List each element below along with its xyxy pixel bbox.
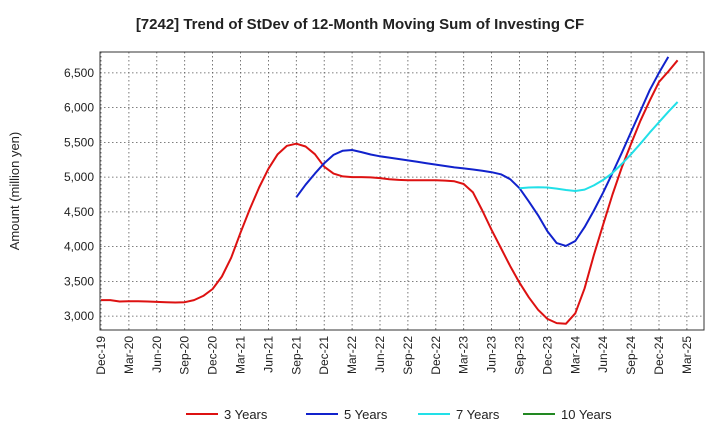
series-line-3-years — [101, 59, 679, 325]
x-tick-label: Dec-22 — [429, 336, 443, 375]
legend-label: 3 Years — [224, 407, 268, 422]
x-tick-label: Dec-21 — [317, 336, 331, 375]
x-tick-label: Sep-23 — [513, 336, 527, 375]
x-tick-label: Dec-20 — [206, 336, 220, 375]
x-tick-label: Sep-24 — [624, 336, 638, 375]
y-tick-label: 3,000 — [64, 309, 94, 323]
x-tick-label: Mar-21 — [234, 336, 248, 374]
x-tick-label: Jun-20 — [150, 336, 164, 373]
chart-title: [7242] Trend of StDev of 12-Month Moving… — [136, 16, 584, 33]
y-tick-label: 6,000 — [64, 101, 94, 115]
y-tick-label: 4,000 — [64, 240, 94, 254]
grid — [100, 52, 704, 330]
x-tick-label: Mar-22 — [345, 336, 359, 374]
legend-label: 10 Years — [561, 407, 612, 422]
y-tick-label: 6,500 — [64, 66, 94, 80]
x-tick-label: Mar-23 — [457, 336, 471, 374]
legend-label: 5 Years — [344, 407, 388, 422]
plot-frame — [99, 51, 705, 331]
legend-label: 7 Years — [456, 407, 500, 422]
x-tick-label: Dec-24 — [652, 336, 666, 375]
y-tick-label: 4,500 — [64, 205, 94, 219]
x-tick-label: Mar-24 — [568, 336, 582, 374]
x-tick-label: Mar-20 — [122, 336, 136, 374]
y-tick-label: 3,500 — [64, 274, 94, 288]
y-tick-label: 5,500 — [64, 135, 94, 149]
x-tick-label: Jun-23 — [485, 336, 499, 373]
series-line-5-years — [295, 56, 670, 247]
series-line-7-years — [519, 101, 679, 192]
x-tick-label: Jun-21 — [261, 336, 275, 373]
x-tick-label: Sep-20 — [178, 336, 192, 375]
x-tick-label: Sep-22 — [401, 336, 415, 375]
x-tick-label: Dec-19 — [94, 336, 108, 375]
y-tick-label: 5,000 — [64, 170, 94, 184]
y-axis-label: Amount (million yen) — [7, 132, 22, 251]
plot-lines — [101, 56, 679, 325]
x-tick-label: Jun-22 — [373, 336, 387, 373]
x-tick-label: Jun-24 — [596, 336, 610, 373]
x-tick-label: Dec-23 — [540, 336, 554, 375]
legend: 3 Years 5 Years 7 Years 10 Years — [186, 407, 612, 422]
x-tick-label: Sep-21 — [289, 336, 303, 375]
x-ticks: Dec-19 Mar-20 Jun-20 Sep-20 Dec-20 Mar-21 Jun-… — [94, 336, 694, 375]
y-ticks: 3,000 3,500 4,000 4,500 5,000 5,500 6,000 6,500 — [64, 66, 94, 323]
x-tick-label: Mar-25 — [680, 336, 694, 374]
